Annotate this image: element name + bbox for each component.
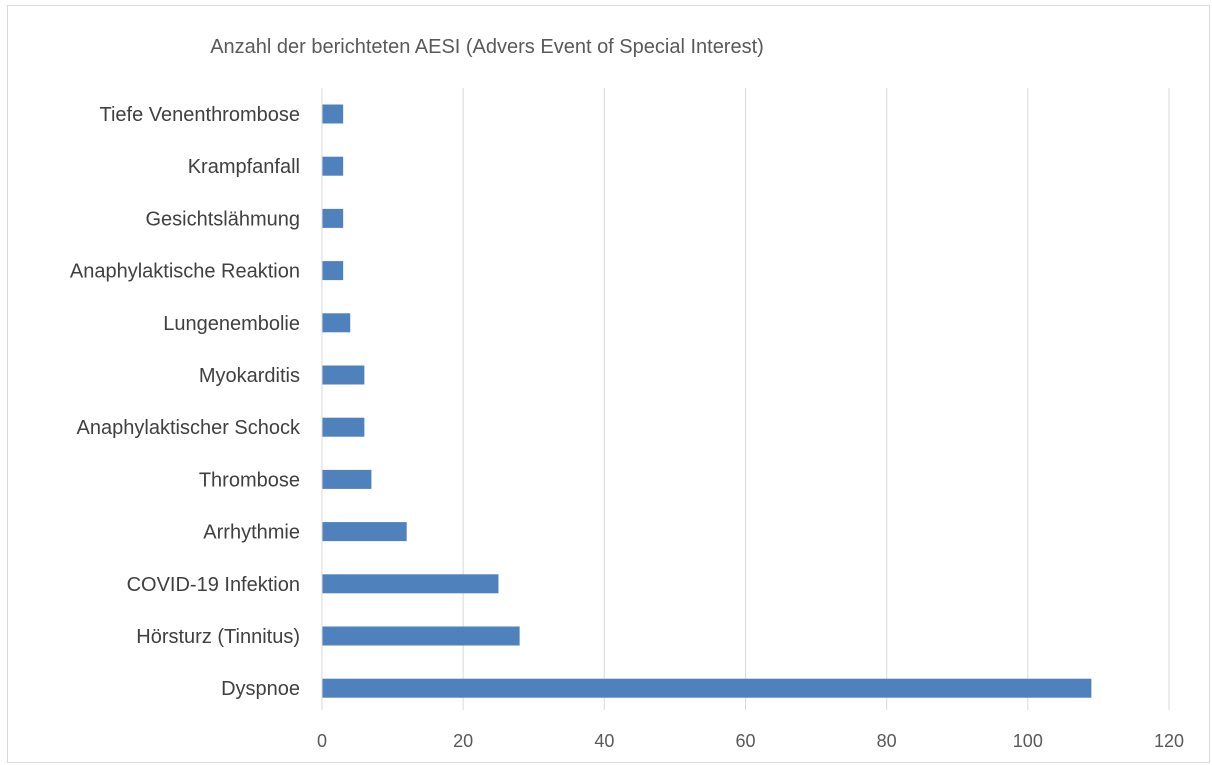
bar [322, 626, 520, 646]
bar [322, 522, 407, 542]
bar [322, 678, 1092, 698]
bar [322, 104, 344, 124]
category-label: Lungenembolie [163, 313, 300, 335]
category-label: Dyspnoe [221, 678, 300, 700]
x-tick-label: 100 [1013, 731, 1043, 751]
category-label: Anaphylaktische Reaktion [70, 261, 300, 283]
x-tick-label: 60 [735, 731, 755, 751]
x-tick-label: 80 [877, 731, 897, 751]
category-label: Tiefe Venenthrombose [100, 104, 301, 126]
x-tick-label: 0 [317, 731, 327, 751]
bar [322, 417, 365, 437]
bar [322, 365, 365, 385]
category-label: Arrhythmie [203, 522, 300, 544]
category-label: Anaphylaktischer Schock [77, 417, 301, 439]
bar [322, 208, 344, 228]
bars [322, 104, 1092, 698]
category-label: Myokarditis [199, 365, 300, 387]
category-label: Hörsturz (Tinnitus) [136, 626, 300, 648]
bar [322, 469, 372, 489]
bar [322, 313, 351, 333]
bar [322, 261, 344, 281]
category-label: Krampfanfall [188, 156, 300, 178]
bar [322, 156, 344, 176]
chart-title: Anzahl der berichteten AESI (Advers Even… [210, 36, 764, 58]
x-tick-label: 20 [453, 731, 473, 751]
x-tick-label: 120 [1154, 731, 1184, 751]
gridlines [462, 88, 1170, 710]
chart-frame [7, 5, 1210, 763]
category-labels: Tiefe Venenthrombose Krampfanfall Gesichts… [70, 104, 301, 700]
category-label: Thrombose [199, 469, 300, 491]
x-tick-label: 40 [594, 731, 614, 751]
category-label: Gesichtslähmung [145, 208, 300, 230]
bar [322, 574, 499, 594]
x-tick-labels: 0 20 40 60 80 100 120 [317, 731, 1184, 751]
category-label: COVID-19 Infektion [127, 574, 300, 596]
